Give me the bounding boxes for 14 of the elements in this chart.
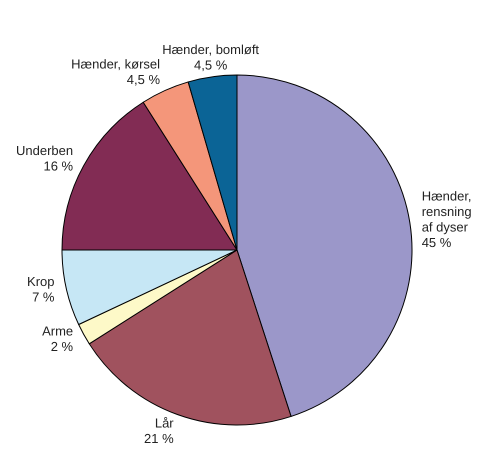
data-label: 7 % xyxy=(32,290,55,306)
slice-label: Arme xyxy=(42,324,74,339)
slice-label: Hænder, bomløft xyxy=(162,42,260,58)
data-label: 2 % xyxy=(50,339,74,354)
slice-label: Krop xyxy=(27,274,55,290)
slice-label: Underben xyxy=(16,144,74,159)
data-label: 21 % xyxy=(144,431,174,446)
slice-label: Hænder, kørsel xyxy=(71,56,160,72)
data-label: 45 % xyxy=(422,236,452,251)
slice-label: Lår xyxy=(154,416,174,431)
slice-label: Hænder, rensning af dyser xyxy=(422,188,472,235)
data-label: 4,5 % xyxy=(126,72,160,88)
data-label: 16 % xyxy=(43,159,74,174)
data-label: 4,5 % xyxy=(194,58,228,73)
